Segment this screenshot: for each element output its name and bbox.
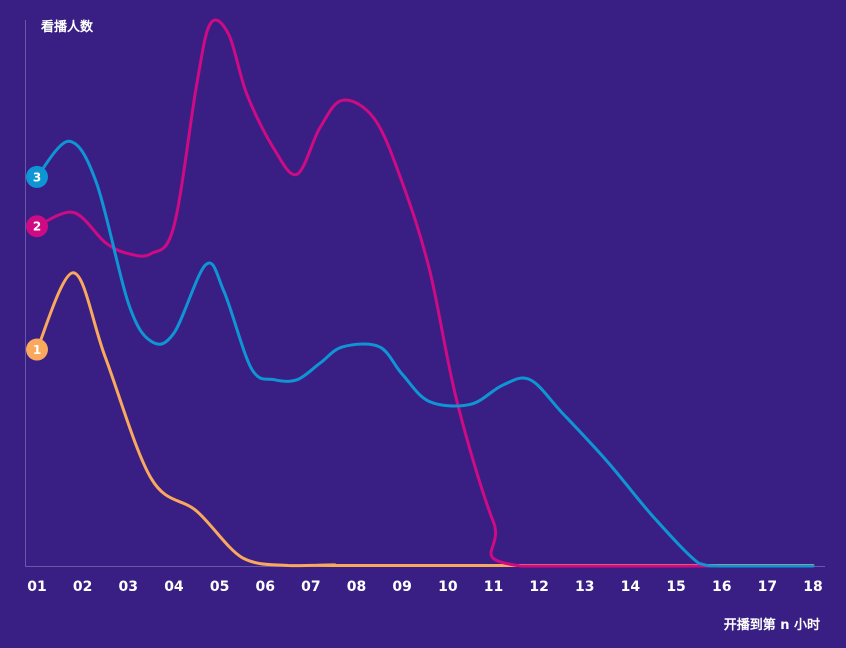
x-tick-label: 10 (438, 579, 458, 595)
x-tick-label: 06 (255, 579, 274, 595)
x-tick-label: 09 (392, 579, 411, 595)
x-tick-label: 16 (712, 579, 731, 595)
x-tick-label: 18 (803, 579, 822, 595)
series-badge-3: 3 (26, 165, 48, 188)
x-tick-label: 05 (210, 579, 229, 595)
x-tick-label: 17 (758, 579, 777, 595)
series-badge-circle (26, 338, 48, 361)
series-badge-2: 2 (26, 215, 48, 238)
x-tick-label: 13 (575, 579, 594, 595)
x-tick-label: 02 (73, 579, 92, 595)
series-line-3 (35, 139, 815, 568)
series-line-2 (35, 18, 815, 568)
x-tick-label: 04 (164, 579, 184, 595)
series-badge-circle (26, 165, 48, 188)
x-tick-label: 12 (529, 579, 548, 595)
x-tick-labels: 01 02 03 04 05 06 07 08 09 10 11 12 13 14 15 16 17 18 (27, 579, 822, 595)
x-axis-title: 开播到第 n 小时 (724, 617, 820, 633)
x-tick-label: 01 (27, 579, 46, 595)
series-badge-label: 2 (33, 220, 41, 234)
x-tick-label: 03 (119, 579, 138, 595)
x-tick-label: 14 (621, 579, 641, 595)
series-badge-label: 3 (33, 170, 41, 184)
x-tick-label: 15 (666, 579, 685, 595)
series-badge-circle (26, 215, 48, 238)
y-axis-title: 看播人数 (41, 19, 94, 35)
series-badge-1: 1 (26, 338, 48, 361)
x-tick-label: 07 (301, 579, 320, 595)
x-tick-label: 08 (347, 579, 366, 595)
series-badges: 1 2 3 (26, 165, 48, 361)
series-badge-label: 1 (33, 343, 41, 357)
series-lines (35, 18, 815, 568)
x-tick-label: 11 (484, 579, 503, 595)
series-line-1 (35, 271, 815, 568)
